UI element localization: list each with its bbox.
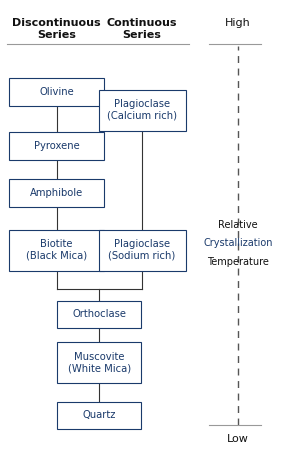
FancyBboxPatch shape	[57, 301, 142, 328]
FancyBboxPatch shape	[9, 179, 104, 207]
FancyBboxPatch shape	[57, 342, 142, 383]
Text: Olivine: Olivine	[39, 87, 74, 97]
FancyBboxPatch shape	[9, 132, 104, 160]
FancyBboxPatch shape	[99, 230, 186, 271]
Text: Temperature: Temperature	[207, 257, 269, 267]
Text: Low: Low	[227, 434, 249, 444]
Text: Plagioclase
(Sodium rich): Plagioclase (Sodium rich)	[108, 239, 176, 261]
FancyBboxPatch shape	[99, 90, 186, 131]
FancyBboxPatch shape	[9, 230, 104, 271]
Text: Biotite
(Black Mica): Biotite (Black Mica)	[26, 239, 87, 261]
Text: Muscovite
(White Mica): Muscovite (White Mica)	[68, 352, 131, 374]
Text: Plagioclase
(Calcium rich): Plagioclase (Calcium rich)	[107, 99, 177, 121]
Text: Quartz: Quartz	[83, 410, 116, 420]
FancyBboxPatch shape	[9, 78, 104, 106]
Text: High: High	[225, 18, 251, 28]
Text: Discontinuous
Series: Discontinuous Series	[12, 18, 101, 40]
Text: Amphibole: Amphibole	[30, 188, 83, 198]
Text: Continuous
Series: Continuous Series	[107, 18, 177, 40]
Text: Orthoclase: Orthoclase	[72, 309, 126, 319]
Text: Pyroxene: Pyroxene	[34, 141, 79, 151]
FancyBboxPatch shape	[57, 402, 142, 429]
Text: Crystallization: Crystallization	[203, 238, 273, 248]
Text: Relative: Relative	[218, 220, 258, 230]
